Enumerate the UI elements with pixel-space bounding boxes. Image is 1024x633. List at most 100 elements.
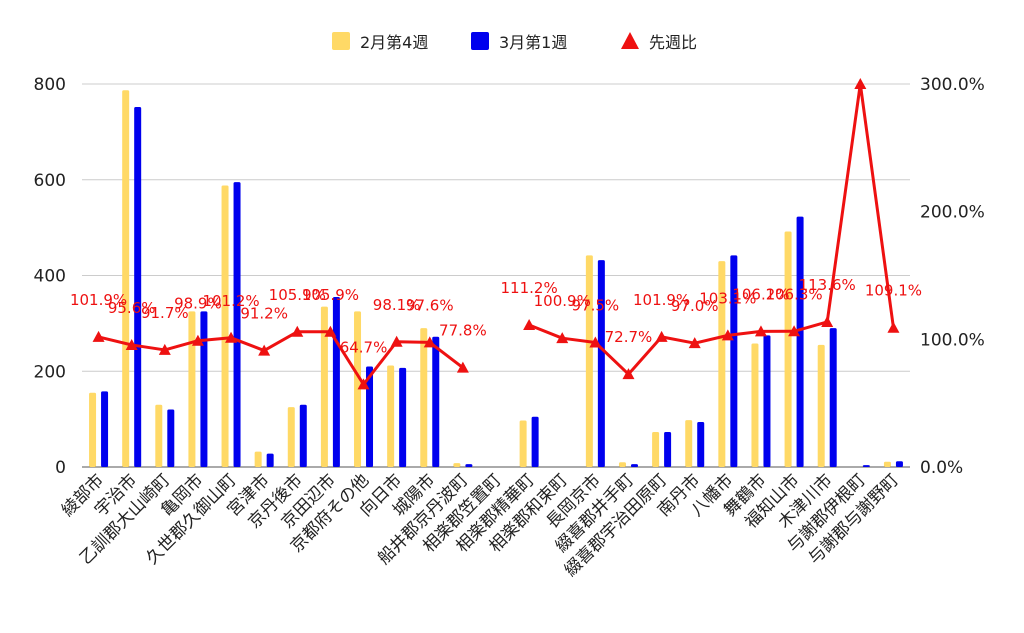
ratio-marker (523, 319, 536, 331)
bar-week-curr (697, 421, 705, 467)
bar-week-curr (299, 404, 307, 467)
bar-week-prev (254, 451, 262, 467)
bar-week-prev (387, 365, 395, 467)
bar-week-prev (221, 185, 229, 467)
bar-week-curr (200, 311, 208, 467)
left-axis: 0 200 400 600 800 (34, 75, 66, 478)
ratio-marker (225, 331, 238, 343)
bar-week-curr (332, 297, 340, 467)
ratio-marker (655, 330, 668, 342)
ratio-data-label: 72.7% (605, 328, 653, 346)
legend-label: 3月第1週 (499, 33, 567, 52)
bar-week-curr (399, 367, 407, 467)
bar-week-curr (730, 255, 738, 467)
bar-series (89, 90, 903, 468)
ratio-marker (622, 368, 635, 380)
ratio-data-label: 109.1% (865, 282, 922, 300)
line-series (92, 78, 900, 390)
right-tick-label: 100.0% (920, 330, 985, 350)
ratio-marker (390, 335, 403, 347)
right-tick-label: 300.0% (920, 75, 985, 95)
bar-week-prev (122, 90, 130, 467)
ratio-marker (191, 334, 204, 346)
ratio-data-label: 103.1% (699, 289, 756, 307)
ratio-data-label: 106.3% (765, 285, 822, 303)
bar-week-prev (652, 432, 660, 467)
bar-week-curr (862, 465, 870, 467)
ratio-data-label: 97.6% (406, 296, 454, 314)
ratio-data-label: 106.2% (732, 285, 789, 303)
bar-week-curr (829, 328, 837, 467)
ratio-data-label: 105.9% (269, 286, 326, 304)
x-axis-categories: 綾部市宇治市乙訓郡大山崎町亀岡市久世郡久御山町宮津市京丹後市京田辺市京都府その他… (58, 470, 903, 580)
ratio-data-label: 101.9% (633, 291, 690, 309)
bar-week-prev (751, 343, 759, 467)
bar-week-curr (664, 432, 672, 467)
ratio-data-label: 64.7% (340, 338, 388, 356)
bar-week-curr (895, 461, 903, 467)
ratio-marker (854, 78, 867, 89)
bar-week-curr (266, 453, 274, 467)
ratio-marker (721, 329, 734, 341)
left-tick-label: 0 (55, 458, 66, 478)
legend-label: 2月第4週 (360, 33, 428, 52)
ratio-marker (291, 325, 304, 337)
bar-week-curr (101, 391, 109, 467)
bar-week-prev (320, 306, 328, 467)
ratio-data-label: 101.9% (70, 291, 127, 309)
bar-week-prev (155, 404, 163, 467)
ratio-marker (754, 325, 767, 337)
ratio-data-label: 97.0% (671, 297, 719, 315)
ratio-line (528, 82, 895, 376)
legend-marker (621, 32, 639, 49)
bar-week-curr (366, 366, 374, 467)
ratio-data-label: 91.7% (141, 304, 189, 322)
right-tick-label: 0.0% (920, 458, 963, 478)
bar-week-curr (630, 464, 638, 467)
ratio-data-label: 111.2% (501, 279, 558, 297)
bar-week-prev (453, 463, 461, 467)
right-tick-label: 200.0% (920, 203, 985, 223)
bar-week-curr (134, 106, 142, 467)
bar-week-curr (465, 464, 473, 467)
ratio-marker (158, 343, 171, 355)
ratio-marker (821, 315, 834, 327)
left-tick-label: 600 (34, 171, 66, 191)
bar-week-prev (817, 344, 825, 467)
bar-week-prev (883, 461, 891, 467)
ratio-marker (324, 325, 337, 337)
left-tick-label: 800 (34, 75, 66, 95)
bar-week-prev (89, 392, 97, 467)
ratio-data-label: 77.8% (439, 322, 487, 340)
ratio-marker (456, 361, 469, 373)
left-tick-label: 200 (34, 362, 66, 382)
ratio-data-label: 100.9% (534, 292, 591, 310)
ratio-marker (92, 330, 105, 342)
legend-label: 先週比 (649, 33, 697, 52)
ratio-data-label: 105.9% (302, 286, 359, 304)
data-labels: 101.9%95.6%91.7%98.9%101.2%91.2%105.9%10… (70, 276, 922, 356)
ratio-marker (423, 336, 436, 348)
ratio-line (98, 330, 464, 386)
ratio-data-label: 101.2% (202, 292, 259, 310)
ratio-marker (125, 338, 138, 350)
bar-week-prev (354, 311, 362, 467)
ratio-marker (788, 325, 801, 337)
bar-week-curr (233, 182, 241, 468)
ratio-marker (688, 337, 701, 349)
gridlines (82, 83, 910, 468)
bar-week-curr (763, 335, 771, 467)
ratio-data-label: 97.5% (572, 297, 620, 315)
bar-week-prev (618, 462, 626, 467)
bar-week-prev (784, 231, 792, 467)
ratio-marker (589, 336, 602, 348)
bar-week-prev (188, 311, 196, 467)
bar-week-curr (432, 336, 440, 467)
bar-week-curr (796, 216, 804, 467)
bar-week-prev (519, 420, 527, 467)
bar-week-curr (597, 260, 605, 467)
bar-week-curr (167, 409, 175, 467)
ratio-data-label: 98.9% (174, 295, 222, 313)
legend-swatch (471, 32, 489, 50)
